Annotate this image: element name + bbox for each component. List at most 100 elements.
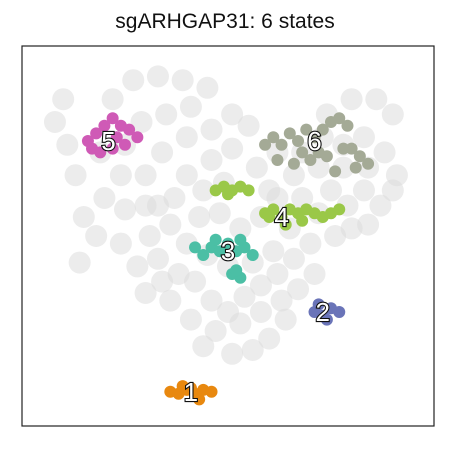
state-3-point <box>197 249 210 261</box>
background-cell-point <box>357 213 380 236</box>
background-cell-point <box>134 282 157 304</box>
background-cell-point <box>245 156 268 179</box>
background-cell-point <box>229 312 252 335</box>
background-cell-point <box>340 217 363 240</box>
state-4-point <box>242 184 255 197</box>
background-cell-point <box>179 308 202 331</box>
background-cell-point <box>109 232 132 255</box>
state-1-point <box>193 393 206 406</box>
background-cell-point <box>200 289 223 312</box>
state-5-point <box>123 123 136 136</box>
state-cluster-5 <box>81 112 144 159</box>
background-cell-point <box>324 225 347 247</box>
state-label-4: 4 <box>274 202 288 232</box>
state-2-point <box>333 306 346 318</box>
state-4-point <box>263 211 276 223</box>
state-6-point <box>271 154 284 166</box>
background-cell-point <box>266 263 289 285</box>
background-cell-point <box>229 217 252 240</box>
background-cell-point <box>274 308 297 331</box>
background-cell-point <box>146 194 169 217</box>
background-cell-point <box>184 270 207 293</box>
state-clusters <box>81 112 375 406</box>
state-5-point <box>90 127 103 140</box>
state-6-point <box>349 161 362 174</box>
state-6-point <box>316 123 329 136</box>
state-6-point <box>329 165 342 178</box>
background-cell-point <box>196 76 219 99</box>
background-cell-point <box>352 179 375 202</box>
state-1-point <box>205 385 218 398</box>
background-cell-point <box>93 187 116 209</box>
state-6-point <box>259 138 272 151</box>
background-cell-point <box>381 179 404 202</box>
state-4-point <box>279 218 292 231</box>
background-cell-point <box>56 133 79 156</box>
background-cell-point <box>159 289 182 312</box>
state-6-point <box>296 146 309 159</box>
state-6-point <box>287 157 300 170</box>
background-cell-point <box>221 103 244 126</box>
background-cell-point <box>241 339 264 361</box>
state-2-point <box>312 298 325 311</box>
background-cell-point <box>365 88 388 111</box>
background-cell-point <box>249 274 272 297</box>
background-cell-point <box>188 206 211 228</box>
state-6-point <box>333 112 346 125</box>
background-cell-point <box>270 289 293 312</box>
background-cell-point <box>373 141 396 164</box>
state-3-point <box>213 245 226 258</box>
background-cell-point <box>146 65 169 88</box>
state-6-point <box>308 131 321 144</box>
background-cell-point <box>291 187 314 209</box>
state-cluster-2 <box>308 298 346 326</box>
background-cell-point <box>352 126 375 149</box>
state-label-5: 5 <box>101 126 115 156</box>
background-cell-point <box>109 164 132 187</box>
state-6-point <box>283 127 296 140</box>
state-cluster-6 <box>259 112 375 178</box>
state-5-point <box>106 112 119 125</box>
background-cell-point <box>85 225 108 247</box>
state-6-point <box>353 150 366 163</box>
state-6-point <box>267 131 280 144</box>
background-cell-point <box>249 301 272 323</box>
background-cell-point <box>179 95 202 118</box>
chart-title: sgARHGAP31: 6 states <box>115 10 335 33</box>
background-cell-point <box>122 69 145 92</box>
state-6-point <box>300 123 313 136</box>
background-cell-point <box>192 179 215 202</box>
state-3-point <box>246 249 259 261</box>
state-5-point <box>106 142 119 155</box>
state-3-point <box>222 237 234 250</box>
background-cell-point <box>340 88 363 111</box>
background-cell-point <box>155 103 178 126</box>
background-cell-point <box>262 240 285 263</box>
state-6-point <box>345 142 358 155</box>
background-cell-point <box>68 251 91 274</box>
background-cell-point <box>72 206 95 228</box>
background-cell-point <box>381 103 404 126</box>
state-5-point <box>98 119 111 132</box>
background-cell-point <box>282 164 305 187</box>
background-cell-point <box>151 141 174 164</box>
background-cell-point <box>282 247 305 270</box>
background-cell-point <box>64 164 87 187</box>
background-cell-point <box>233 285 256 308</box>
state-1-point <box>184 382 197 394</box>
state-labels: 1 2 3 4 5 6 <box>100 125 331 408</box>
state-2-point <box>320 313 333 326</box>
background-cell-point <box>221 342 244 365</box>
background-cell-point <box>266 187 289 209</box>
background-cell-point <box>200 149 223 171</box>
background-cell-point <box>114 198 136 221</box>
background-cell-point <box>163 187 186 209</box>
background-cell-point <box>134 164 157 187</box>
background-cell-point <box>126 255 149 278</box>
state-label-3: 3 <box>221 236 235 266</box>
state-5-point <box>131 131 144 144</box>
background-cell-point <box>200 118 223 141</box>
background-cell-point <box>52 88 75 111</box>
background-cell-point <box>303 263 326 285</box>
